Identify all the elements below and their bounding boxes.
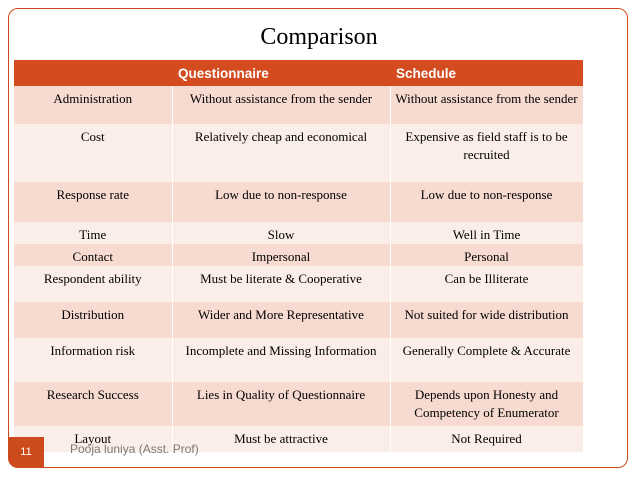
table-cell: Contact (14, 244, 173, 266)
slide-border (8, 8, 628, 468)
table-row: Respondent ability Must be literate & Co… (14, 266, 584, 302)
table-cell: Not suited for wide distribution (390, 302, 584, 338)
header-cell-schedule: Schedule (390, 60, 583, 86)
table-cell: Respondent ability (14, 266, 173, 302)
table-row: Information risk Incomplete and Missing … (14, 338, 584, 382)
footer-author: Pooja luniya (Asst. Prof) (70, 442, 199, 456)
table-cell: Incomplete and Missing Information (172, 338, 391, 382)
table-cell: Wider and More Representative (172, 302, 391, 338)
table-cell: Research Success (14, 382, 173, 426)
table-cell: Depends upon Honesty and Competency of E… (390, 382, 584, 426)
header-cell-criteria (14, 60, 172, 86)
table-row: Administration Without assistance from t… (14, 86, 584, 124)
table-cell: Impersonal (172, 244, 391, 266)
slide-title: Comparison (260, 24, 378, 50)
table-cell: Generally Complete & Accurate (390, 338, 584, 382)
table-cell: Relatively cheap and economical (172, 124, 391, 182)
table-cell: Information risk (14, 338, 173, 382)
table-cell: Slow (172, 222, 391, 244)
table-cell: Time (14, 222, 173, 244)
table-row: Research Success Lies in Quality of Ques… (14, 382, 584, 426)
table-row: Contact Impersonal Personal (14, 244, 584, 266)
table-row: Response rate Low due to non-response Lo… (14, 182, 584, 222)
table-cell: Without assistance from the sender (390, 86, 584, 124)
table-cell: Must be literate & Cooperative (172, 266, 391, 302)
table-header-row: Questionnaire Schedule (14, 60, 583, 86)
table-row: Cost Relatively cheap and economical Exp… (14, 124, 584, 182)
table-cell: Administration (14, 86, 173, 124)
table-cell: Expensive as field staff is to be recrui… (390, 124, 584, 182)
table-cell: Well in Time (390, 222, 584, 244)
table-cell: Distribution (14, 302, 173, 338)
header-cell-questionnaire: Questionnaire (172, 60, 390, 86)
table-row: Distribution Wider and More Representati… (14, 302, 584, 338)
table-cell: Not Required (390, 426, 584, 452)
comparison-table: Questionnaire Schedule Administration Wi… (14, 60, 584, 452)
table-cell: Can be Illiterate (390, 266, 584, 302)
table-cell: Low due to non-response (172, 182, 391, 222)
table-cell: Low due to non-response (390, 182, 584, 222)
table-cell: Response rate (14, 182, 173, 222)
table-cell: Must be attractive (172, 426, 391, 452)
table-cell: Without assistance from the sender (172, 86, 391, 124)
table-cell: Personal (390, 244, 584, 266)
page-number-badge: 11 (8, 437, 44, 467)
table-row: Time Slow Well in Time (14, 222, 584, 244)
table-cell: Cost (14, 124, 173, 182)
table-cell: Lies in Quality of Questionnaire (172, 382, 391, 426)
